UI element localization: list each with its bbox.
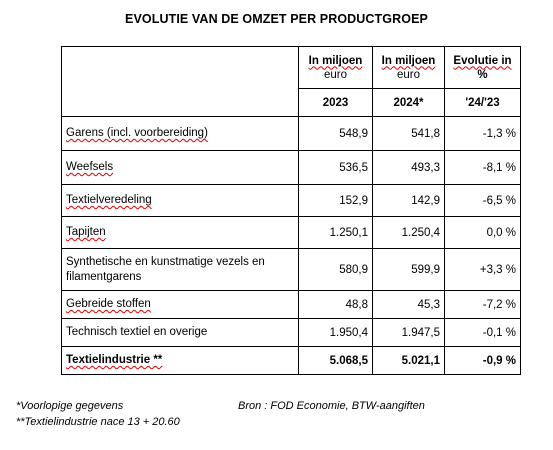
value-2024: 1.250,4 (372, 216, 445, 249)
header-2024-unit: In miljoen euro (372, 46, 445, 89)
row-label: Gebreide stoffen (61, 290, 299, 319)
header-empty-cell (61, 46, 299, 117)
value-2024: 493,3 (372, 150, 445, 185)
value-2023: 1.950,4 (298, 318, 373, 347)
evolution-value: -7,2 % (444, 290, 521, 319)
value-2024: 541,8 (372, 116, 445, 151)
value-2023: 580,9 (298, 248, 373, 291)
header-2023-unit-line1: In miljoen (308, 54, 363, 67)
evolution-value: -8,1 % (444, 150, 521, 185)
value-2023: 48,8 (298, 290, 373, 319)
value-2024: 142,9 (372, 184, 445, 217)
table-row: Textielveredeling 152,9 142,9 -6,5 % (61, 184, 521, 217)
value-2023: 536,5 (298, 150, 373, 185)
total-label: Textielindustrie ** (61, 346, 299, 375)
table-row: Tapijten 1.250,1 1.250,4 0,0 % (61, 216, 521, 249)
evolution-value: 0,0 % (444, 216, 521, 249)
header-2023-unit-line2: euro (323, 68, 348, 81)
table-row: Garens (incl. voorbereiding) 548,9 541,8… (61, 116, 521, 151)
value-2023: 152,9 (298, 184, 373, 217)
evolution-value: +3,3 % (444, 248, 521, 291)
header-evolution-unit: Evolutie in % (444, 46, 521, 89)
row-label: Technisch textiel en overige (61, 318, 299, 347)
row-label: Garens (incl. voorbereiding) (61, 116, 299, 151)
value-2024: 599,9 (372, 248, 445, 291)
header-2024-unit-line1: In miljoen (381, 54, 436, 67)
footnote-provisional: *Voorlopige gegevens (16, 400, 124, 412)
header-year-2023: 2023 (298, 88, 373, 117)
value-2023: 1.250,1 (298, 216, 373, 249)
value-2024: 45,3 (372, 290, 445, 319)
value-2024: 1.947,5 (372, 318, 445, 347)
footnote-source: Bron : FOD Economie, BTW-aangiften (238, 400, 425, 412)
evolution-value: -1,3 % (444, 116, 521, 151)
value-2023: 548,9 (298, 116, 373, 151)
row-label: Textielveredeling (61, 184, 299, 217)
total-value-2024: 5.021,1 (372, 346, 445, 375)
row-label: Synthetische en kunstmatige vezels en fi… (61, 248, 299, 291)
row-label: Weefsels (61, 150, 299, 185)
row-label: Tapijten (61, 216, 299, 249)
header-evolution-period: '24/'23 (444, 88, 521, 117)
table-title: EVOLUTIE VAN DE OMZET PER PRODUCTGROEP (125, 12, 428, 26)
footnote-industry: **Textielindustrie nace 13 + 20.60 (16, 416, 180, 428)
table-row: Technisch textiel en overige 1.950,4 1.9… (61, 318, 521, 347)
header-year-2024: 2024* (372, 88, 445, 117)
total-value-2023: 5.068,5 (298, 346, 373, 375)
table-row: Weefsels 536,5 493,3 -8,1 % (61, 150, 521, 185)
table-row: Synthetische en kunstmatige vezels en fi… (61, 248, 521, 291)
header-evolution-line2: % (477, 68, 488, 81)
header-2023-unit: In miljoen euro (298, 46, 373, 89)
header-row-units: In miljoen euro In miljoen euro Evolutie… (61, 46, 521, 117)
evolution-value: -6,5 % (444, 184, 521, 217)
turnover-table: In miljoen euro In miljoen euro Evolutie… (61, 46, 521, 375)
evolution-value: -0,1 % (444, 318, 521, 347)
header-evolution-line1: Evolutie in (453, 54, 512, 67)
table-row: Gebreide stoffen 48,8 45,3 -7,2 % (61, 290, 521, 319)
header-2024-unit-line2: euro (396, 68, 421, 81)
total-row: Textielindustrie ** 5.068,5 5.021,1 -0,9… (61, 346, 521, 375)
header-row-years: 2023 2024* '24/'23 (62, 88, 521, 117)
total-evolution-value: -0,9 % (444, 346, 521, 375)
